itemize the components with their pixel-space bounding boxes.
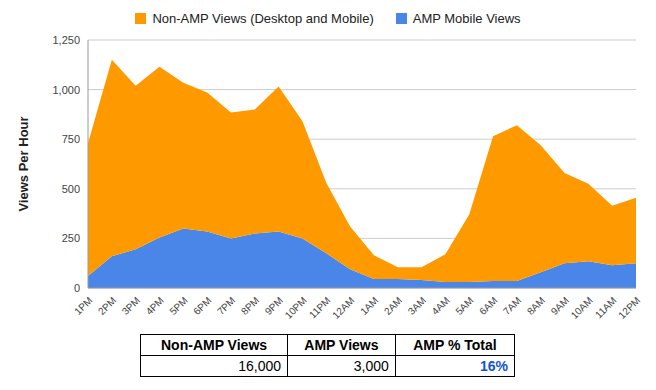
- svg-text:1AM: 1AM: [358, 295, 380, 317]
- html-text:3,000: 3,000: [353, 358, 389, 374]
- html-text:AMP % Total: AMP % Total: [413, 337, 497, 353]
- svg-text:12PM: 12PM: [616, 295, 642, 321]
- svg-text:5PM: 5PM: [167, 295, 189, 317]
- svg-text:5AM: 5AM: [453, 295, 475, 317]
- svg-text:7PM: 7PM: [215, 295, 237, 317]
- svg-text:8PM: 8PM: [239, 295, 261, 317]
- svg-text:2AM: 2AM: [382, 295, 404, 317]
- svg-text:500: 500: [62, 183, 80, 195]
- svg-text:250: 250: [62, 232, 80, 244]
- svg-text:4PM: 4PM: [144, 295, 166, 317]
- svg-text:2PM: 2PM: [96, 295, 118, 317]
- html-text:AMP Mobile Views: AMP Mobile Views: [412, 10, 521, 26]
- html-text:16,000: 16,000: [238, 358, 282, 374]
- svg-text:9AM: 9AM: [549, 295, 571, 317]
- svg-text:1,250: 1,250: [52, 34, 80, 46]
- svg-text:9PM: 9PM: [263, 295, 285, 317]
- svg-text:11PM: 11PM: [307, 295, 333, 321]
- svg-text:1,000: 1,000: [52, 84, 80, 96]
- html-text:Non-AMP Views: Non-AMP Views: [161, 337, 268, 353]
- svg-text:Views Per Hour: Views Per Hour: [16, 116, 31, 211]
- svg-text:6PM: 6PM: [191, 295, 213, 317]
- svg-text:3PM: 3PM: [120, 295, 142, 317]
- svg-text:11AM: 11AM: [593, 295, 619, 321]
- svg-text:750: 750: [62, 133, 80, 145]
- svg-text:7AM: 7AM: [501, 295, 523, 317]
- html-text:Non-AMP Views (Desktop and Mob: Non-AMP Views (Desktop and Mobile): [152, 10, 374, 26]
- svg-text:3AM: 3AM: [406, 295, 428, 317]
- svg-text:0: 0: [74, 282, 80, 294]
- svg-text:6AM: 6AM: [477, 295, 499, 317]
- svg-text:4AM: 4AM: [430, 295, 452, 317]
- svg-text:1PM: 1PM: [72, 295, 94, 317]
- svg-text:12AM: 12AM: [330, 295, 356, 321]
- html-text:AMP Views: AMP Views: [304, 337, 379, 353]
- html-text:16%: 16%: [480, 358, 508, 374]
- svg-text:10PM: 10PM: [283, 295, 309, 321]
- svg-text:8AM: 8AM: [525, 295, 547, 317]
- svg-text:10AM: 10AM: [569, 295, 595, 321]
